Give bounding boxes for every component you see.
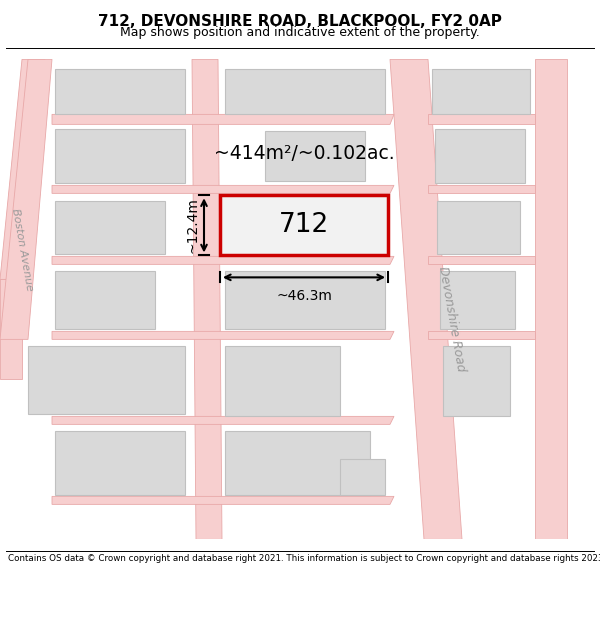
- Polygon shape: [225, 431, 370, 496]
- Polygon shape: [52, 256, 394, 264]
- Text: Contains OS data © Crown copyright and database right 2021. This information is : Contains OS data © Crown copyright and d…: [8, 554, 600, 563]
- Polygon shape: [225, 271, 385, 329]
- Text: 712: 712: [279, 213, 329, 238]
- Polygon shape: [192, 59, 222, 539]
- Polygon shape: [428, 114, 535, 124]
- Polygon shape: [52, 416, 394, 424]
- Polygon shape: [52, 331, 394, 339]
- Text: 712, DEVONSHIRE ROAD, BLACKPOOL, FY2 0AP: 712, DEVONSHIRE ROAD, BLACKPOOL, FY2 0AP: [98, 14, 502, 29]
- Polygon shape: [265, 201, 345, 254]
- Polygon shape: [340, 459, 385, 496]
- Polygon shape: [55, 201, 165, 254]
- Text: ~414m²/~0.102ac.: ~414m²/~0.102ac.: [214, 144, 394, 163]
- Polygon shape: [428, 186, 535, 193]
- Polygon shape: [432, 69, 530, 114]
- Polygon shape: [225, 346, 340, 416]
- Polygon shape: [428, 331, 535, 339]
- Polygon shape: [55, 431, 185, 496]
- Text: ~12.4m: ~12.4m: [186, 198, 200, 253]
- Polygon shape: [55, 271, 155, 329]
- Polygon shape: [55, 69, 185, 114]
- Polygon shape: [220, 196, 388, 256]
- Polygon shape: [52, 186, 394, 193]
- Polygon shape: [437, 201, 520, 254]
- Text: Map shows position and indicative extent of the property.: Map shows position and indicative extent…: [120, 26, 480, 39]
- Polygon shape: [52, 496, 394, 504]
- Text: ~46.3m: ~46.3m: [276, 289, 332, 303]
- Polygon shape: [52, 114, 394, 124]
- Polygon shape: [390, 59, 462, 539]
- Polygon shape: [225, 69, 385, 114]
- Polygon shape: [55, 129, 185, 183]
- Polygon shape: [428, 256, 535, 264]
- Polygon shape: [435, 129, 525, 183]
- Polygon shape: [443, 346, 510, 416]
- Polygon shape: [440, 271, 515, 329]
- Polygon shape: [28, 346, 185, 414]
- Polygon shape: [0, 59, 45, 279]
- Polygon shape: [0, 59, 52, 339]
- Text: Devonshire Road: Devonshire Road: [436, 266, 467, 373]
- Text: Boston Avenue: Boston Avenue: [10, 208, 34, 291]
- Polygon shape: [265, 131, 365, 181]
- Polygon shape: [535, 59, 567, 539]
- Polygon shape: [0, 279, 22, 379]
